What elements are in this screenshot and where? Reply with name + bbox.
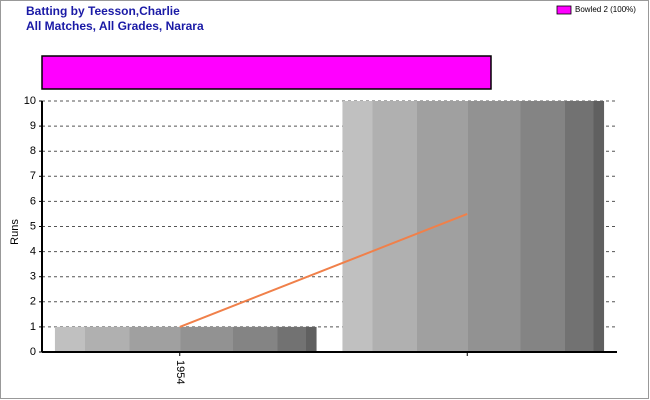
x-tick-label: 1954: [174, 360, 186, 384]
y-tick-label: 5: [30, 220, 36, 232]
trend-line: [179, 213, 468, 328]
y-tick-label: 6: [30, 195, 36, 207]
y-tick-label: 7: [30, 170, 36, 182]
y-tick-label: 3: [30, 271, 36, 283]
legend-label: Bowled 2 (100%): [575, 5, 636, 14]
y-tick-label: 4: [30, 246, 36, 258]
chart-subtitle: All Matches, All Grades, Narara: [26, 19, 204, 33]
y-tick-label: 8: [30, 145, 36, 157]
y-axis-label: Runs: [9, 219, 21, 245]
y-tick-label: 9: [30, 120, 36, 132]
y-tick-label: 10: [24, 95, 36, 107]
y-tick-label: 0: [30, 346, 36, 358]
bar: [54, 326, 317, 352]
bar: [342, 101, 605, 352]
chart-title: Batting by Teesson,Charlie: [26, 4, 180, 18]
y-tick-label: 2: [30, 296, 36, 308]
y-tick-label: 1: [30, 321, 36, 333]
dismissal-bar: [41, 55, 492, 90]
legend-swatch: [556, 5, 572, 15]
